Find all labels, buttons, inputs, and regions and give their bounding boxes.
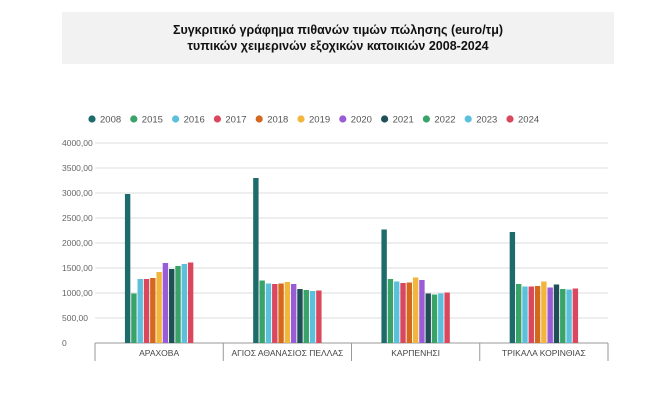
bar	[560, 289, 566, 343]
legend-label: 2018	[267, 115, 288, 126]
legend-label: 2019	[309, 115, 330, 126]
bar	[438, 293, 444, 343]
y-tick-label: 1000,00	[62, 288, 93, 298]
bar	[412, 277, 419, 343]
bar	[541, 281, 547, 343]
bar	[156, 272, 162, 343]
bar	[253, 178, 259, 343]
bar	[400, 283, 406, 343]
legend-label: 2021	[393, 115, 414, 126]
bar	[187, 262, 194, 343]
bar	[137, 279, 143, 343]
bar	[534, 286, 541, 343]
y-tick-label: 1500,00	[62, 263, 93, 273]
bar	[509, 232, 516, 343]
category-label: ΑΓΙΟΣ ΑΘΑΝΑΣΙΟΣ ΠΕΛΛΑΣ	[231, 348, 343, 358]
legend-marker	[88, 115, 96, 123]
bar	[181, 264, 188, 343]
legend-marker	[381, 115, 389, 123]
bar	[566, 289, 572, 343]
bar	[143, 279, 150, 343]
bar	[419, 280, 425, 343]
bar	[387, 279, 394, 343]
bar	[381, 229, 387, 343]
bar	[131, 293, 137, 343]
legend-marker	[213, 115, 221, 123]
legend-marker	[506, 115, 514, 123]
legend-marker	[297, 115, 305, 123]
category-label: ΚΑΡΠΕΝΗΣΙ	[391, 348, 440, 358]
y-tick-label: 2000,00	[62, 238, 93, 248]
bar	[309, 291, 316, 343]
legend-label: 2008	[100, 115, 121, 126]
bar	[522, 286, 528, 343]
legend-label: 2016	[184, 115, 205, 126]
bar	[425, 293, 431, 343]
bar	[162, 263, 169, 343]
bar	[444, 292, 450, 343]
legend-label: 2024	[518, 115, 539, 126]
legend-marker	[172, 115, 180, 123]
bar	[547, 287, 553, 343]
y-tick-label: 3000,00	[62, 188, 93, 198]
bar	[572, 288, 579, 343]
y-tick-label: 3500,00	[62, 163, 93, 173]
bar	[553, 284, 560, 343]
bar	[431, 294, 438, 343]
chart-title-box: Συγκριτικό γράφημα πιθανών τιμών πώλησης…	[62, 12, 614, 64]
category-label: ΑΡΑΧΟΒΑ	[139, 348, 179, 358]
bar	[175, 266, 181, 343]
bar	[265, 283, 272, 343]
bar	[290, 284, 297, 343]
chart-title-line-1: Συγκριτικό γράφημα πιθανών τιμών πώλησης…	[172, 23, 504, 37]
bar	[278, 283, 284, 343]
legend-label: 2017	[225, 115, 246, 126]
y-tick-label: 4000,00	[62, 138, 93, 148]
legend-marker	[422, 115, 430, 123]
bar	[303, 290, 309, 343]
category-label: ΤΡΙΚΑΛΑ ΚΟΡΙΝΘΙΑΣ	[502, 348, 586, 358]
legend-marker	[464, 115, 472, 123]
bar	[316, 290, 322, 343]
legend-marker	[255, 115, 263, 123]
legend-marker	[339, 115, 347, 123]
legend-marker	[130, 115, 138, 123]
bar	[272, 284, 278, 343]
legend-label: 2023	[476, 115, 497, 126]
y-tick-label: 500,00	[62, 313, 88, 323]
bar	[150, 278, 156, 343]
bar	[406, 282, 413, 343]
bar	[284, 282, 291, 343]
bar	[124, 194, 131, 343]
y-tick-label: 0	[62, 338, 67, 348]
legend-label: 2020	[351, 115, 372, 126]
bar	[394, 281, 400, 343]
bar	[528, 286, 534, 343]
legend-label: 2022	[434, 115, 455, 126]
chart-title-line-2: τυπικών χειμερινών εξοχικών κατοικιών 20…	[187, 39, 489, 53]
legend-label: 2015	[142, 115, 163, 126]
bar	[515, 284, 522, 343]
bar	[169, 269, 175, 343]
y-tick-label: 2500,00	[62, 213, 93, 223]
bar	[259, 280, 265, 343]
bar	[297, 289, 303, 343]
